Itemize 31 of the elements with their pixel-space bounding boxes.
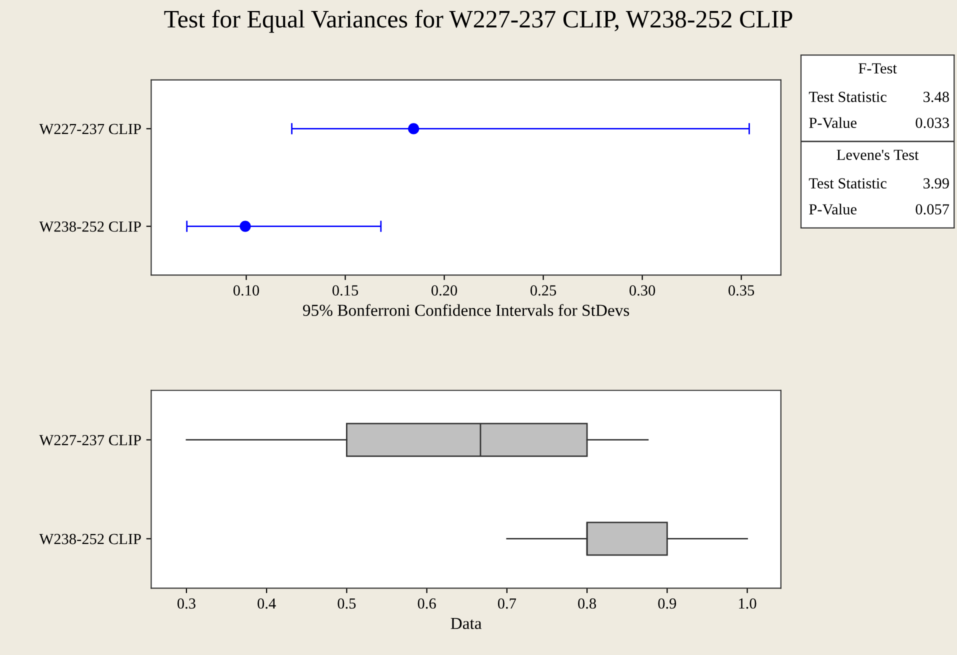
text: P-Value [809, 117, 856, 128]
x-axis-title: Data [450, 618, 482, 630]
x-tick-label: 0.30 [630, 285, 656, 296]
x-tick-label: 0.8 [578, 598, 596, 609]
x-axis-title: 95% Bonferroni Confidence Intervals for StDevs [302, 304, 630, 316]
x-tick-label: 0.25 [530, 285, 556, 296]
y-tick-label: W227-237 CLIP [39, 435, 141, 446]
x-tick-label: 0.20 [431, 285, 458, 296]
x-tick-label: 0.4 [258, 598, 276, 609]
text: Test Statistic [808, 178, 886, 189]
x-tick-label: 0.7 [498, 598, 516, 609]
x-tick-label: 0.3 [177, 598, 196, 609]
text: F-Test [858, 63, 897, 74]
y-tick-label: W238-252 CLIP [39, 534, 141, 544]
text: Levene's Test [836, 150, 919, 160]
x-tick-label: 0.9 [658, 598, 676, 609]
text: Test Statistic [808, 92, 886, 102]
y-tick-label: W238-252 CLIP [39, 221, 141, 232]
text: 3.48 [924, 92, 949, 102]
x-tick-label: 0.10 [233, 285, 260, 296]
text: P-Value [809, 204, 856, 215]
x-tick-label: 1.0 [739, 598, 756, 609]
chart-title: Test for Equal Variances for W227-237 CLIP, W238-252 CLIP [164, 10, 792, 33]
x-tick-label: 0.5 [338, 598, 356, 609]
x-tick-label: 0.35 [728, 285, 754, 296]
text: 0.033 [916, 118, 949, 128]
text: 3.99 [924, 178, 949, 189]
text: 0.057 [916, 204, 950, 215]
x-tick-label: 0.6 [418, 598, 436, 609]
x-tick-label: 0.15 [332, 285, 358, 296]
y-tick-label: W227-237 CLIP [39, 124, 141, 134]
